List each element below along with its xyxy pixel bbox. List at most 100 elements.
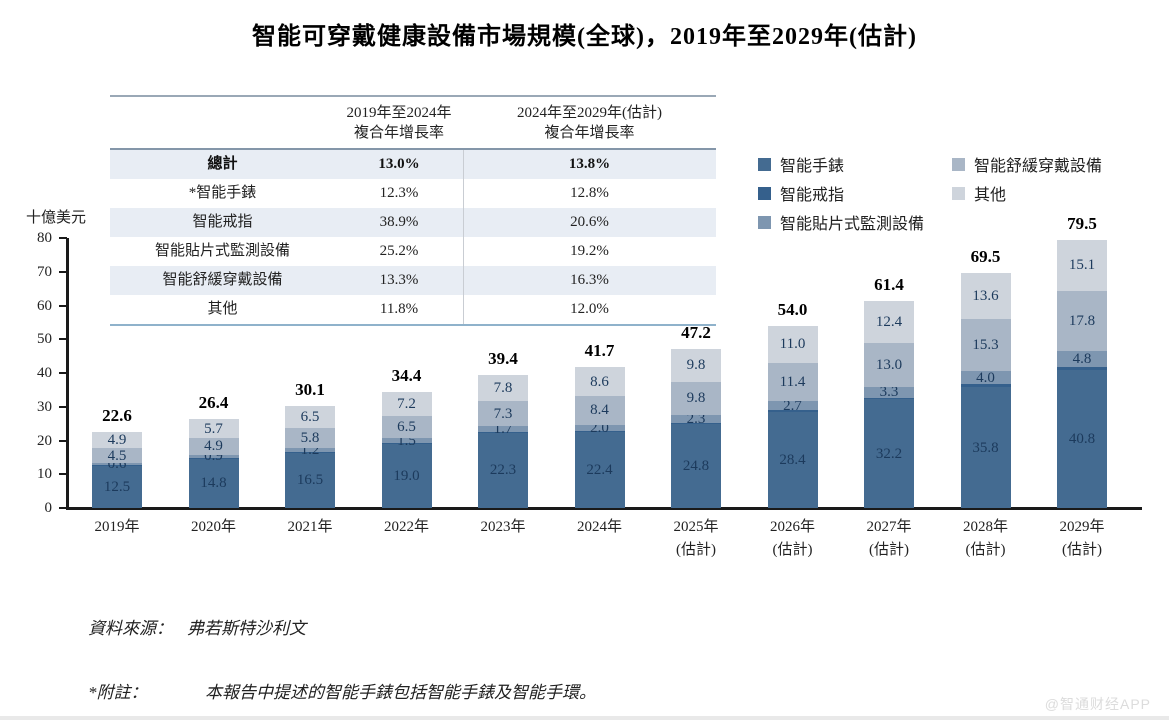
legend-item: 智能手錶: [758, 154, 844, 175]
bar-segment-value: 1.5: [397, 432, 416, 449]
bar-segment-value: 24.8: [682, 458, 710, 475]
stacked-bar: [478, 375, 528, 508]
bar-segment: [767, 410, 818, 413]
stacked-bar: [189, 419, 239, 508]
bar-total-value: 54.0: [777, 299, 808, 319]
bar-segment: [381, 443, 432, 444]
bar-segment: [188, 418, 239, 439]
bar-segment: [285, 406, 335, 429]
row-label: 智能舒緩穿戴設備: [162, 272, 283, 288]
bar-segment: [381, 391, 432, 417]
x-axis-category-label: 2024年: [576, 519, 622, 535]
bar-total-value: 61.4: [874, 274, 904, 294]
legend-item: 智能戒指: [758, 183, 845, 204]
bar-segment: [92, 431, 142, 449]
legend-swatch-icon: [952, 157, 965, 171]
footnote-line: *附註： 本報告中提述的智能手錶包括智能手錶及智能手環。: [88, 678, 596, 703]
y-axis-tick-label: 40: [37, 365, 52, 381]
bar-segment: [767, 412, 818, 508]
y-axis-tick: [59, 473, 67, 476]
cagr-2024-2029: 19.2%: [570, 243, 609, 259]
y-axis-tick: [59, 439, 67, 442]
bar-segment: [92, 463, 142, 466]
bar-segment: [574, 431, 625, 433]
bar-segment: [864, 397, 914, 400]
bar-segment-value: 5.8: [300, 430, 320, 447]
legend-label: 智能戒指: [780, 187, 845, 204]
cagr-table-header: 2019年至2024年 複合年增長率 2024年至2029年(估計) 複合年增長率: [110, 97, 716, 150]
bar-segment-value: 7.3: [493, 405, 513, 422]
source-label: 資料來源：: [88, 619, 173, 638]
y-axis-tick: [59, 270, 67, 273]
source-line: 資料來源： 弗若斯特沙利文: [88, 614, 306, 639]
row-label: *智能手錶: [188, 185, 257, 201]
bar-segment: [767, 325, 818, 363]
bar-segment-value: 6.5: [397, 419, 416, 436]
bar-segment: [671, 381, 721, 415]
bar-segment-value: 9.8: [686, 357, 706, 374]
y-axis-unit-label: 十億美元: [26, 210, 87, 226]
bar-segment: [864, 399, 914, 508]
bar-segment: [1057, 370, 1107, 508]
stacked-bar: [575, 367, 625, 508]
bar-total-value: 22.6: [102, 405, 132, 425]
bar-segment-value: 11.0: [779, 336, 806, 353]
stacked-bar: [92, 432, 142, 508]
bar-segment: [671, 422, 721, 425]
table-row: 其他 11.8% 12.0%: [110, 295, 716, 324]
bar-segment: [671, 348, 721, 382]
table-row: 總計 13.0% 13.8%: [110, 150, 716, 179]
cagr-table: 2019年至2024年 複合年增長率 2024年至2029年(估計) 複合年增長率…: [110, 95, 716, 326]
cagr-2019-2024: 25.2%: [379, 243, 419, 259]
bar-segment-value: 15.3: [972, 337, 999, 354]
table-row: 智能戒指 38.9% 20.6%: [110, 208, 716, 237]
bar-segment: [285, 428, 335, 448]
stacked-bar: [285, 406, 335, 508]
legend: 智能手錶 智能戒指 智能貼片式監測設備 智能舒緩穿戴設備 其他: [758, 154, 1158, 244]
stacked-bar: [382, 392, 432, 508]
bar-segment: [188, 438, 239, 455]
bar-segment: [381, 416, 432, 439]
bar-total-value: 34.4: [391, 365, 422, 385]
cagr-2024-2029: 12.0%: [570, 301, 609, 317]
bar-segment: [1057, 366, 1107, 371]
bar-segment-value: 8.6: [590, 373, 609, 390]
legend-label: 智能貼片式監測設備: [780, 216, 925, 233]
stacked-bar: [671, 349, 721, 508]
bar-segment-value: 4.5: [107, 447, 127, 464]
bar-segment: [1057, 290, 1107, 351]
cagr-2019-2024: 38.9%: [379, 214, 419, 230]
x-axis-category-label: 2022年: [383, 519, 429, 535]
x-axis-category-label: 2027年 (估計): [866, 519, 912, 558]
cagr-2019-2024: 11.8%: [379, 301, 419, 317]
bar-segment-value: 19.0: [393, 467, 420, 484]
bar-segment: [285, 447, 335, 452]
x-axis-category-label: 2021年: [287, 519, 333, 535]
bar-segment: [92, 465, 142, 508]
bar-segment: [574, 367, 625, 397]
bar-segment-value: 28.4: [779, 452, 806, 469]
bar-segment: [478, 401, 528, 426]
x-axis-category-label: 2025年 (估計): [673, 519, 719, 558]
chart-title: 智能可穿戴健康設備市場規模(全球)，2019年至2029年(估計): [252, 24, 917, 50]
bar-segment: [574, 424, 625, 432]
bar-segment: [1057, 350, 1107, 367]
source-value: 弗若斯特沙利文: [187, 619, 306, 638]
y-axis-tick-label: 60: [37, 297, 52, 314]
bar-segment: [188, 458, 239, 508]
bar-segment: [478, 375, 528, 402]
row-label: 智能戒指: [192, 214, 253, 230]
bar-segment: [960, 370, 1011, 385]
y-axis-tick-label: 0: [44, 500, 53, 516]
page-edge-strip: [0, 716, 1169, 720]
x-axis-category-label: 2019年: [94, 519, 140, 535]
cagr-header-spacer: [110, 103, 335, 143]
bar-segment: [960, 384, 1011, 388]
x-axis-line: [66, 507, 1142, 510]
bar-segment: [1057, 239, 1107, 291]
bar-segment: [767, 362, 818, 402]
stacked-bar: [961, 273, 1011, 508]
table-column-divider: [463, 150, 464, 324]
bar-segment-value: 1.2: [300, 441, 320, 458]
